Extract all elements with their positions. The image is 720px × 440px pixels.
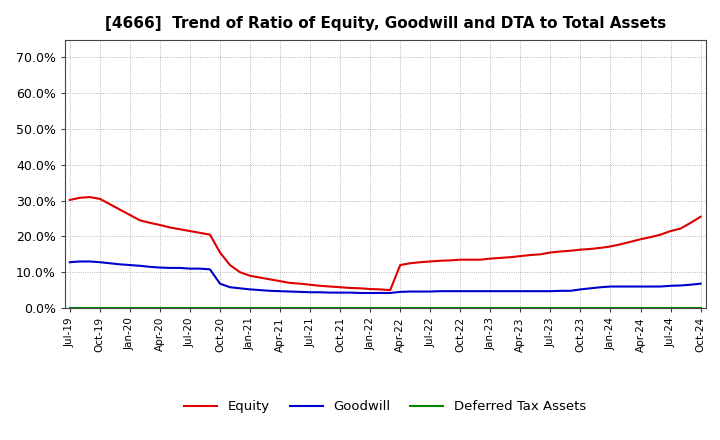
Goodwill [496, 289, 505, 294]
Equity [386, 287, 395, 293]
Line: Equity: Equity [70, 197, 701, 290]
Line: Goodwill: Goodwill [70, 261, 701, 293]
Equity [66, 197, 74, 202]
Goodwill [356, 290, 364, 296]
Equity [396, 262, 405, 268]
Deferred Tax Assets [145, 305, 154, 310]
Deferred Tax Assets [376, 305, 384, 310]
Deferred Tax Assets [416, 305, 425, 310]
Equity [86, 194, 94, 200]
Deferred Tax Assets [326, 305, 335, 310]
Goodwill [396, 289, 405, 294]
Equity [336, 285, 344, 290]
Legend: Equity, Goodwill, Deferred Tax Assets: Equity, Goodwill, Deferred Tax Assets [179, 395, 591, 419]
Goodwill [436, 289, 444, 294]
Goodwill [336, 290, 344, 295]
Deferred Tax Assets [466, 305, 474, 310]
Equity [436, 258, 444, 264]
Deferred Tax Assets [476, 305, 485, 310]
Title: [4666]  Trend of Ratio of Equity, Goodwill and DTA to Total Assets: [4666] Trend of Ratio of Equity, Goodwil… [104, 16, 666, 32]
Goodwill [156, 265, 164, 270]
Equity [486, 256, 495, 261]
Goodwill [66, 260, 74, 265]
Goodwill [696, 281, 705, 286]
Equity [696, 214, 705, 220]
Deferred Tax Assets [66, 305, 74, 310]
Goodwill [486, 289, 495, 294]
Goodwill [76, 259, 84, 264]
Deferred Tax Assets [696, 305, 705, 310]
Equity [156, 222, 164, 227]
Equity [496, 255, 505, 260]
